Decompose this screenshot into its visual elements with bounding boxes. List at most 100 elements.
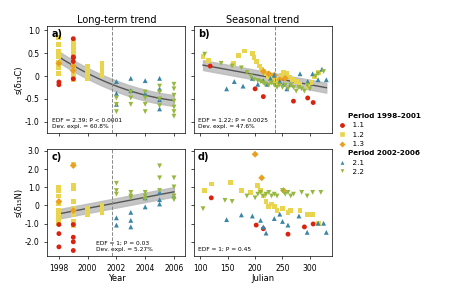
Point <box>243 70 251 75</box>
Point <box>237 213 245 217</box>
Point <box>322 230 330 235</box>
Point <box>127 210 135 215</box>
Point <box>262 71 270 76</box>
Point <box>221 198 229 203</box>
Text: EDF = 2.39; P < 0.0001
Dev. expl. = 60.8%: EDF = 2.39; P < 0.0001 Dev. expl. = 60.8… <box>52 118 121 129</box>
Point <box>156 176 164 180</box>
Point <box>70 206 77 211</box>
Point <box>55 62 63 67</box>
Point <box>113 223 120 228</box>
Point <box>156 103 164 108</box>
Point <box>265 71 273 76</box>
Point <box>237 66 245 70</box>
Point <box>55 61 63 66</box>
Point <box>228 64 236 68</box>
Point <box>55 49 63 53</box>
Point <box>282 76 289 81</box>
Point <box>113 215 120 220</box>
Point <box>258 176 265 180</box>
Point <box>247 74 255 78</box>
Point <box>84 71 91 76</box>
Point <box>279 85 286 90</box>
Point <box>267 76 274 81</box>
Point <box>279 188 286 193</box>
Point <box>199 55 207 59</box>
Point <box>235 53 243 58</box>
Point <box>70 212 77 217</box>
Point <box>301 89 308 93</box>
Point <box>156 197 164 202</box>
Point <box>314 221 322 226</box>
Point <box>70 186 77 191</box>
Point <box>260 78 267 83</box>
Point <box>271 192 278 196</box>
Point <box>113 96 120 100</box>
Point <box>156 76 164 81</box>
Point <box>98 203 106 207</box>
Point <box>55 66 63 70</box>
Point <box>254 82 262 87</box>
Point <box>322 77 330 82</box>
Point <box>141 194 149 198</box>
Point <box>306 87 314 91</box>
Point <box>287 83 294 88</box>
Point <box>284 232 292 236</box>
Text: EDF = 1; P = 0.03
Dev. expl. = 5.27%: EDF = 1; P = 0.03 Dev. expl. = 5.27% <box>96 241 153 252</box>
Point <box>55 199 63 204</box>
Point <box>156 90 164 94</box>
Point <box>265 83 273 88</box>
Point <box>262 199 270 204</box>
Point <box>70 68 77 73</box>
Point <box>70 235 77 240</box>
Point <box>170 87 178 91</box>
Text: b): b) <box>198 29 210 39</box>
Point <box>70 223 77 228</box>
Point <box>282 83 289 88</box>
Point <box>229 61 237 66</box>
Point <box>55 185 63 190</box>
Point <box>156 188 164 193</box>
Point <box>273 194 281 198</box>
Point <box>55 82 63 87</box>
Point <box>70 77 77 81</box>
Point <box>205 58 212 62</box>
Point <box>272 81 280 85</box>
Point <box>280 82 287 87</box>
Point <box>170 176 178 180</box>
Point <box>127 190 135 195</box>
Point <box>228 199 236 204</box>
Point <box>255 64 263 68</box>
Point <box>251 87 259 91</box>
Point <box>141 190 149 195</box>
Point <box>282 192 289 196</box>
Point <box>55 213 63 217</box>
Point <box>268 194 275 198</box>
Point <box>55 217 63 222</box>
Point <box>141 78 149 83</box>
Point <box>170 194 178 198</box>
Point <box>141 109 149 114</box>
Point <box>290 192 297 196</box>
Point <box>248 51 256 56</box>
Point <box>260 194 267 198</box>
Point <box>55 80 63 84</box>
Point <box>251 196 259 200</box>
Point <box>55 231 63 236</box>
Point <box>303 212 311 217</box>
Point <box>55 71 63 76</box>
Point <box>218 61 225 66</box>
Point <box>304 79 311 84</box>
Point <box>248 76 256 81</box>
Title: Seasonal trend: Seasonal trend <box>226 15 300 25</box>
Point <box>70 55 77 59</box>
Point <box>284 210 292 215</box>
Point <box>70 248 77 253</box>
Point <box>98 66 106 70</box>
Point <box>70 72 77 77</box>
Point <box>257 190 264 195</box>
Point <box>223 87 230 91</box>
Point <box>252 59 260 64</box>
Point <box>156 107 164 111</box>
Point <box>156 202 164 206</box>
Point <box>70 59 77 64</box>
